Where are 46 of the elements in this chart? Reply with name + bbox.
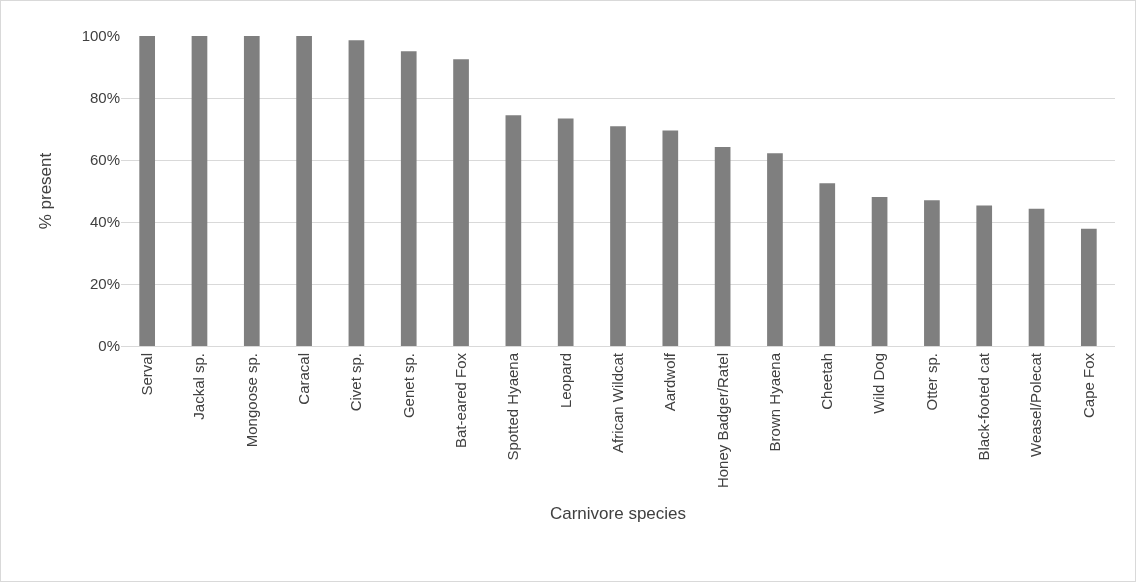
bar — [557, 118, 574, 346]
bar — [767, 153, 783, 346]
bar — [505, 115, 522, 346]
x-tick-label: Black-footed cat — [975, 352, 993, 461]
x-tick-label: Brown Hyaena — [765, 352, 783, 452]
bar — [191, 36, 208, 346]
x-tick-label: Serval — [138, 353, 156, 396]
y-axis-title: % present — [36, 152, 56, 230]
bar — [1028, 208, 1045, 346]
bar — [871, 196, 888, 346]
bar — [976, 205, 993, 346]
x-tick-label: Wild Dog — [870, 353, 888, 414]
bar — [453, 59, 469, 346]
x-tick-label: Bat-eared Fox — [451, 352, 469, 449]
x-tick-label: Spotted Hyaena — [504, 352, 522, 461]
bar — [243, 36, 260, 346]
y-tick-label: 20% — [89, 275, 120, 293]
x-tick-label: Otter sp. — [922, 353, 940, 411]
x-tick-label: Cape Fox — [1079, 352, 1097, 419]
bar — [1080, 228, 1097, 346]
y-tick-label: 40% — [89, 213, 120, 231]
y-tick-label: 100% — [81, 27, 120, 45]
bar — [139, 36, 156, 346]
x-tick-label: Weasel/Polecat — [1027, 352, 1045, 457]
x-axis-title: Carnivore species — [549, 504, 687, 524]
bar — [662, 130, 679, 346]
x-tick-label: Caracal — [294, 353, 312, 405]
bar — [400, 51, 417, 346]
x-tick-label: African Wildcat — [608, 352, 626, 454]
y-tick-label: 80% — [89, 89, 120, 107]
bar — [296, 36, 312, 346]
x-tick-label: Honey Badger/Ratel — [713, 353, 731, 489]
bar — [610, 126, 626, 346]
x-tick-label: Leopard — [556, 353, 574, 409]
x-tick-label: Genet sp. — [399, 353, 417, 419]
bar — [924, 200, 940, 346]
y-tick-label: 0% — [98, 337, 120, 355]
x-tick-label: Jackal sp. — [190, 353, 208, 420]
bar — [819, 183, 836, 346]
bar — [348, 40, 365, 346]
x-tick-label: Mongoose sp. — [242, 353, 260, 448]
x-tick-label: Cheetah — [818, 353, 836, 410]
x-tick-label: Aardwolf — [661, 352, 679, 412]
y-tick-label: 60% — [89, 151, 120, 169]
bar — [714, 146, 731, 346]
x-tick-label: Civet sp. — [347, 353, 365, 412]
